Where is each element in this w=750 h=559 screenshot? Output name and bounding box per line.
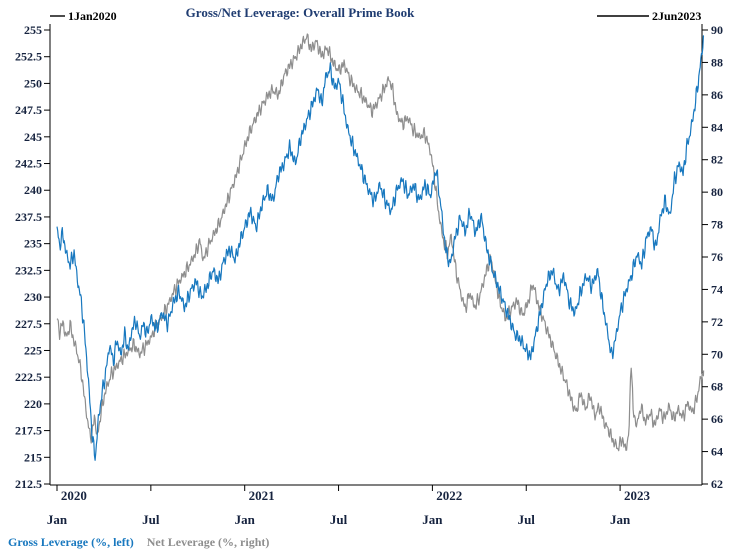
x-axis-month-label: Jul <box>142 512 160 527</box>
x-axis-month-label: Jan <box>610 512 631 527</box>
x-axis-month-label: Jan <box>422 512 443 527</box>
legend-net-leverage-label: Net Leverage (%, right) <box>146 535 270 549</box>
legend-gross-leverage-label: Gross Leverage (%, left) <box>8 535 134 549</box>
left-axis-tick-label: 232.5 <box>15 263 42 277</box>
right-axis-tick-label: 70 <box>711 347 723 361</box>
right-axis-tick-label: 78 <box>711 218 723 232</box>
right-axis-tick-label: 80 <box>711 185 723 199</box>
right-axis-tick-label: 66 <box>711 412 723 426</box>
x-axis-year-label: 2022 <box>436 488 462 503</box>
x-axis-month-label: Jul <box>518 512 536 527</box>
net-leverage-line <box>56 33 705 452</box>
right-axis-tick-label: 88 <box>711 55 723 69</box>
right-axis-tick-label: 72 <box>711 315 723 329</box>
left-axis-tick-label: 230 <box>24 290 42 304</box>
gross-leverage-line <box>56 35 705 461</box>
start-date-annotation: 1Jan2020 <box>68 9 117 23</box>
left-axis-tick-label: 237.5 <box>15 210 42 224</box>
legend: Gross Leverage (%, left) Net Leverage (%… <box>8 535 279 550</box>
left-axis-tick-label: 215 <box>24 450 42 464</box>
left-axis-tick-label: 235 <box>24 237 42 251</box>
x-axis-year-label: 2021 <box>249 488 275 503</box>
left-axis-tick-label: 250 <box>24 76 42 90</box>
right-axis-tick-label: 76 <box>711 250 723 264</box>
x-axis-year-label: 2023 <box>624 488 651 503</box>
left-axis-tick-label: 255 <box>24 23 42 37</box>
chart-title: Gross/Net Leverage: Overall Prime Book <box>185 5 415 20</box>
x-axis-month-label: Jan <box>235 512 256 527</box>
left-axis-tick-label: 240 <box>24 183 42 197</box>
right-axis-tick-label: 62 <box>711 477 723 491</box>
left-axis-tick-label: 252.5 <box>15 50 42 64</box>
right-axis-tick-label: 82 <box>711 153 723 167</box>
right-axis-tick-label: 68 <box>711 380 723 394</box>
left-axis-tick-label: 225 <box>24 343 42 357</box>
right-axis-tick-label: 90 <box>711 23 723 37</box>
left-axis-tick-label: 222.5 <box>15 370 42 384</box>
left-axis-tick-label: 247.5 <box>15 103 42 117</box>
right-axis-tick-label: 84 <box>711 120 723 134</box>
left-axis-tick-label: 242.5 <box>15 157 42 171</box>
right-axis-tick-label: 64 <box>711 445 723 459</box>
right-axis-tick-label: 74 <box>711 282 723 296</box>
left-axis-tick-label: 220 <box>24 397 42 411</box>
left-axis-tick-label: 212.5 <box>15 477 42 491</box>
x-axis-year-label: 2020 <box>61 488 87 503</box>
left-axis-tick-label: 227.5 <box>15 317 42 331</box>
x-axis-month-label: Jan <box>47 512 68 527</box>
x-axis-month-label: Jul <box>330 512 348 527</box>
end-date-annotation: 2Jun2023 <box>652 9 702 23</box>
right-axis-tick-label: 86 <box>711 88 723 102</box>
left-axis-tick-label: 245 <box>24 130 42 144</box>
left-axis-tick-label: 217.5 <box>15 424 42 438</box>
